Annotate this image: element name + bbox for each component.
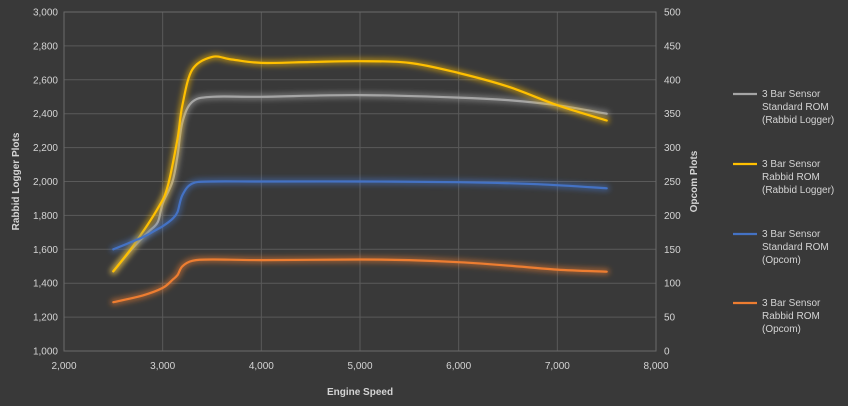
y-tick-label: 1,200 [33, 313, 58, 324]
y2-tick-label: 350 [664, 109, 681, 120]
legend-label: 3 Bar Sensor [762, 229, 821, 240]
y2-tick-label: 150 [664, 245, 681, 256]
x-tick-label: 3,000 [150, 361, 175, 372]
y2-tick-label: 500 [664, 8, 681, 19]
y-axis-title: Rabbid Logger Plots [11, 132, 22, 230]
legend-item-rabbid-rom-opcom: 3 Bar Sensor Rabbid ROM (Opcom) [733, 298, 821, 335]
legend-label: (Rabbid Logger) [762, 115, 834, 126]
y-tick-label: 2,200 [33, 143, 58, 154]
y-tick-label: 1,400 [33, 279, 58, 290]
series-line [112, 258, 608, 304]
legend-label: (Opcom) [762, 255, 801, 266]
x-tick-label: 5,000 [347, 361, 372, 372]
y2-tick-label: 250 [664, 177, 681, 188]
y2-tick-label: 400 [664, 75, 681, 86]
y-tick-label: 1,800 [33, 211, 58, 222]
legend-label: 3 Bar Sensor [762, 159, 821, 170]
series-line [112, 93, 608, 273]
y2-tick-label: 100 [664, 279, 681, 290]
y-tick-label: 2,000 [33, 177, 58, 188]
y2-tick-label: 450 [664, 41, 681, 52]
y2-tick-label: 50 [664, 313, 676, 324]
legend-label: 3 Bar Sensor [762, 89, 821, 100]
y-tick-label: 1,000 [33, 347, 58, 358]
y-tick-label: 3,000 [33, 8, 58, 19]
series-line [112, 55, 608, 273]
legend-label: Rabbid ROM [762, 172, 820, 183]
series-rabbid-rom-rabbid-logger [110, 53, 610, 275]
y2-tick-label: 0 [664, 347, 670, 358]
x-tick-label: 6,000 [446, 361, 471, 372]
legend-item-rabbid-rom-rabbid-logger: 3 Bar Sensor Rabbid ROM (Rabbid Logger) [733, 159, 834, 196]
series-line [112, 180, 608, 251]
x-axis-title: Engine Speed [327, 387, 393, 398]
legend-label: Standard ROM [762, 102, 829, 113]
y-tick-label: 2,400 [33, 109, 58, 120]
x-tick-label: 7,000 [545, 361, 570, 372]
series-lines [110, 53, 610, 306]
legend-item-standard-rom-opcom: 3 Bar Sensor Standard ROM (Opcom) [733, 229, 829, 266]
legend-label: Rabbid ROM [762, 311, 820, 322]
y2-tick-label: 300 [664, 143, 681, 154]
legend-item-standard-rom-rabbid-logger: 3 Bar Sensor Standard ROM (Rabbid Logger) [733, 89, 834, 126]
x-tick-label: 4,000 [249, 361, 274, 372]
y-tick-label: 2,600 [33, 75, 58, 86]
y2-tick-label: 200 [664, 211, 681, 222]
y2-axis-title: Opcom Plots [689, 150, 700, 212]
legend-label: Standard ROM [762, 242, 829, 253]
plot-frame [63, 11, 657, 352]
legend-label: (Rabbid Logger) [762, 185, 834, 196]
series-standard-rom-rabbid-logger [110, 92, 610, 275]
y-tick-label: 1,600 [33, 245, 58, 256]
series-standard-rom-opcom [110, 178, 610, 253]
legend-label: (Opcom) [762, 324, 801, 335]
legend-label: 3 Bar Sensor [762, 298, 821, 309]
x-tick-label: 2,000 [51, 361, 76, 372]
x-tick-label: 8,000 [643, 361, 668, 372]
y-tick-label: 2,800 [33, 41, 58, 52]
series-rabbid-rom-opcom [110, 256, 610, 306]
axes: 1,000 0 1,200 50 1,400 100 1,600 150 1,800 200 2,0… [33, 8, 681, 373]
